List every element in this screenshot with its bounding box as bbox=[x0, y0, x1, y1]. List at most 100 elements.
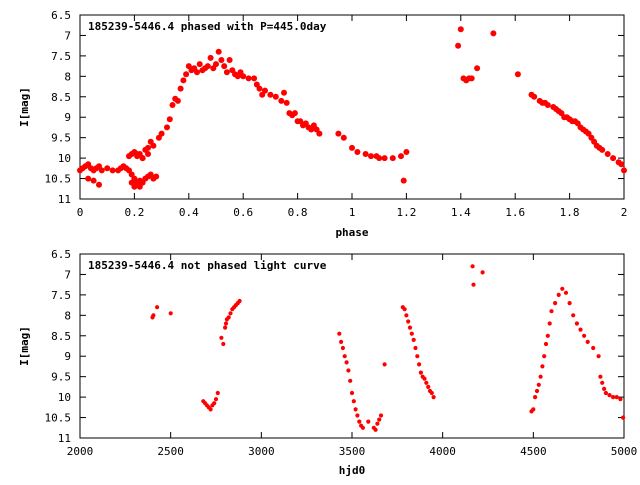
data-point bbox=[104, 165, 111, 172]
data-point bbox=[602, 386, 607, 391]
data-point bbox=[213, 397, 219, 402]
data-point bbox=[542, 354, 547, 359]
data-point bbox=[223, 69, 230, 76]
data-point bbox=[480, 270, 485, 275]
data-point bbox=[355, 413, 360, 418]
x-tick-label: 3500 bbox=[339, 445, 366, 458]
data-point bbox=[204, 63, 211, 70]
data-point bbox=[168, 311, 173, 316]
data-point bbox=[471, 282, 476, 287]
data-point bbox=[598, 374, 603, 379]
x-tick-label: 4000 bbox=[429, 445, 456, 458]
x-tick-label: 0.4 bbox=[179, 206, 199, 219]
data-point bbox=[582, 333, 587, 338]
y-tick-label: 10.5 bbox=[45, 173, 72, 186]
data-point bbox=[536, 382, 541, 387]
data-point bbox=[603, 390, 609, 396]
x-tick-label: 0 bbox=[77, 206, 84, 219]
y-tick-label: 9.5 bbox=[51, 371, 71, 384]
data-point bbox=[409, 331, 414, 336]
data-point bbox=[109, 167, 116, 174]
data-point bbox=[221, 63, 228, 70]
data-point bbox=[145, 151, 151, 157]
chart-panel-1: 0 0.2 0.4 0.6 0.8 1 1.2 1.4 1.6 1.8 2 6.5 7 7.5 8 8.5 9 9… bbox=[18, 9, 627, 239]
y-tick-label: 8.5 bbox=[51, 91, 71, 104]
data-point bbox=[228, 311, 233, 316]
data-point bbox=[194, 69, 200, 76]
x-tick-label: 2500 bbox=[157, 445, 184, 458]
data-point bbox=[335, 130, 342, 137]
data-point bbox=[272, 93, 279, 100]
plot-frame bbox=[79, 253, 625, 439]
data-point bbox=[183, 71, 190, 78]
data-point bbox=[339, 339, 344, 344]
data-point bbox=[349, 390, 355, 396]
x-tick-label: 4500 bbox=[520, 445, 547, 458]
data-point bbox=[378, 413, 384, 418]
data-point bbox=[153, 173, 160, 180]
data-point bbox=[150, 142, 157, 149]
data-point bbox=[490, 30, 497, 37]
data-point bbox=[618, 397, 623, 402]
data-point bbox=[621, 415, 626, 420]
data-point bbox=[424, 380, 429, 385]
plot-frame bbox=[79, 14, 625, 200]
data-point bbox=[400, 177, 407, 184]
data-point bbox=[470, 264, 475, 269]
data-point bbox=[545, 333, 550, 338]
x-tick-label: 0.6 bbox=[233, 206, 253, 219]
data-point bbox=[360, 425, 365, 430]
y-axis-label: I[mag] bbox=[18, 326, 31, 366]
x-tick-label: 0.8 bbox=[288, 206, 308, 219]
data-point bbox=[418, 370, 423, 375]
data-point bbox=[226, 57, 233, 63]
data-point bbox=[344, 360, 349, 365]
data-point bbox=[219, 335, 224, 340]
data-point bbox=[362, 151, 369, 157]
data-point bbox=[571, 313, 576, 318]
data-point bbox=[98, 167, 105, 174]
x-tick-label: 2 bbox=[621, 206, 628, 219]
y-tick-label: 6.5 bbox=[51, 9, 71, 22]
data-point bbox=[544, 102, 551, 108]
data-points bbox=[150, 264, 626, 432]
data-point bbox=[474, 65, 481, 72]
y-tick-label: 11 bbox=[58, 432, 71, 445]
data-point bbox=[354, 149, 361, 155]
data-point bbox=[212, 401, 217, 406]
data-point bbox=[166, 116, 173, 123]
data-point bbox=[531, 93, 538, 100]
data-point bbox=[169, 102, 176, 108]
data-point bbox=[340, 134, 347, 141]
data-point bbox=[413, 345, 418, 351]
data-point bbox=[218, 57, 225, 63]
data-point bbox=[366, 419, 371, 424]
data-point bbox=[346, 368, 351, 373]
data-point bbox=[85, 175, 92, 182]
data-point bbox=[240, 73, 247, 80]
data-point bbox=[614, 395, 619, 400]
data-point bbox=[237, 298, 242, 304]
data-point bbox=[417, 362, 422, 367]
data-point bbox=[574, 321, 580, 326]
data-point bbox=[145, 144, 151, 151]
data-point bbox=[455, 42, 462, 49]
data-point bbox=[553, 301, 558, 306]
x-tick-label: 1.8 bbox=[560, 206, 580, 219]
data-point bbox=[431, 395, 436, 400]
data-point bbox=[406, 319, 411, 324]
y-tick-label: 10 bbox=[58, 152, 71, 165]
data-point bbox=[196, 61, 203, 68]
data-point bbox=[251, 75, 258, 82]
data-point bbox=[610, 155, 617, 162]
data-point bbox=[96, 181, 102, 188]
data-point bbox=[373, 427, 378, 432]
x-tick-label: 1 bbox=[349, 206, 356, 219]
y-tick-label: 8 bbox=[64, 309, 71, 322]
y-tick-label: 11 bbox=[58, 193, 71, 206]
x-tick-label: 1.2 bbox=[396, 206, 416, 219]
y-tick-label: 7 bbox=[64, 29, 71, 42]
data-point bbox=[531, 407, 536, 412]
chart-panel-2: 2000 2500 3000 3500 4000 4500 5000 6.5 7 7.5 8 8.5 9… bbox=[18, 248, 637, 477]
